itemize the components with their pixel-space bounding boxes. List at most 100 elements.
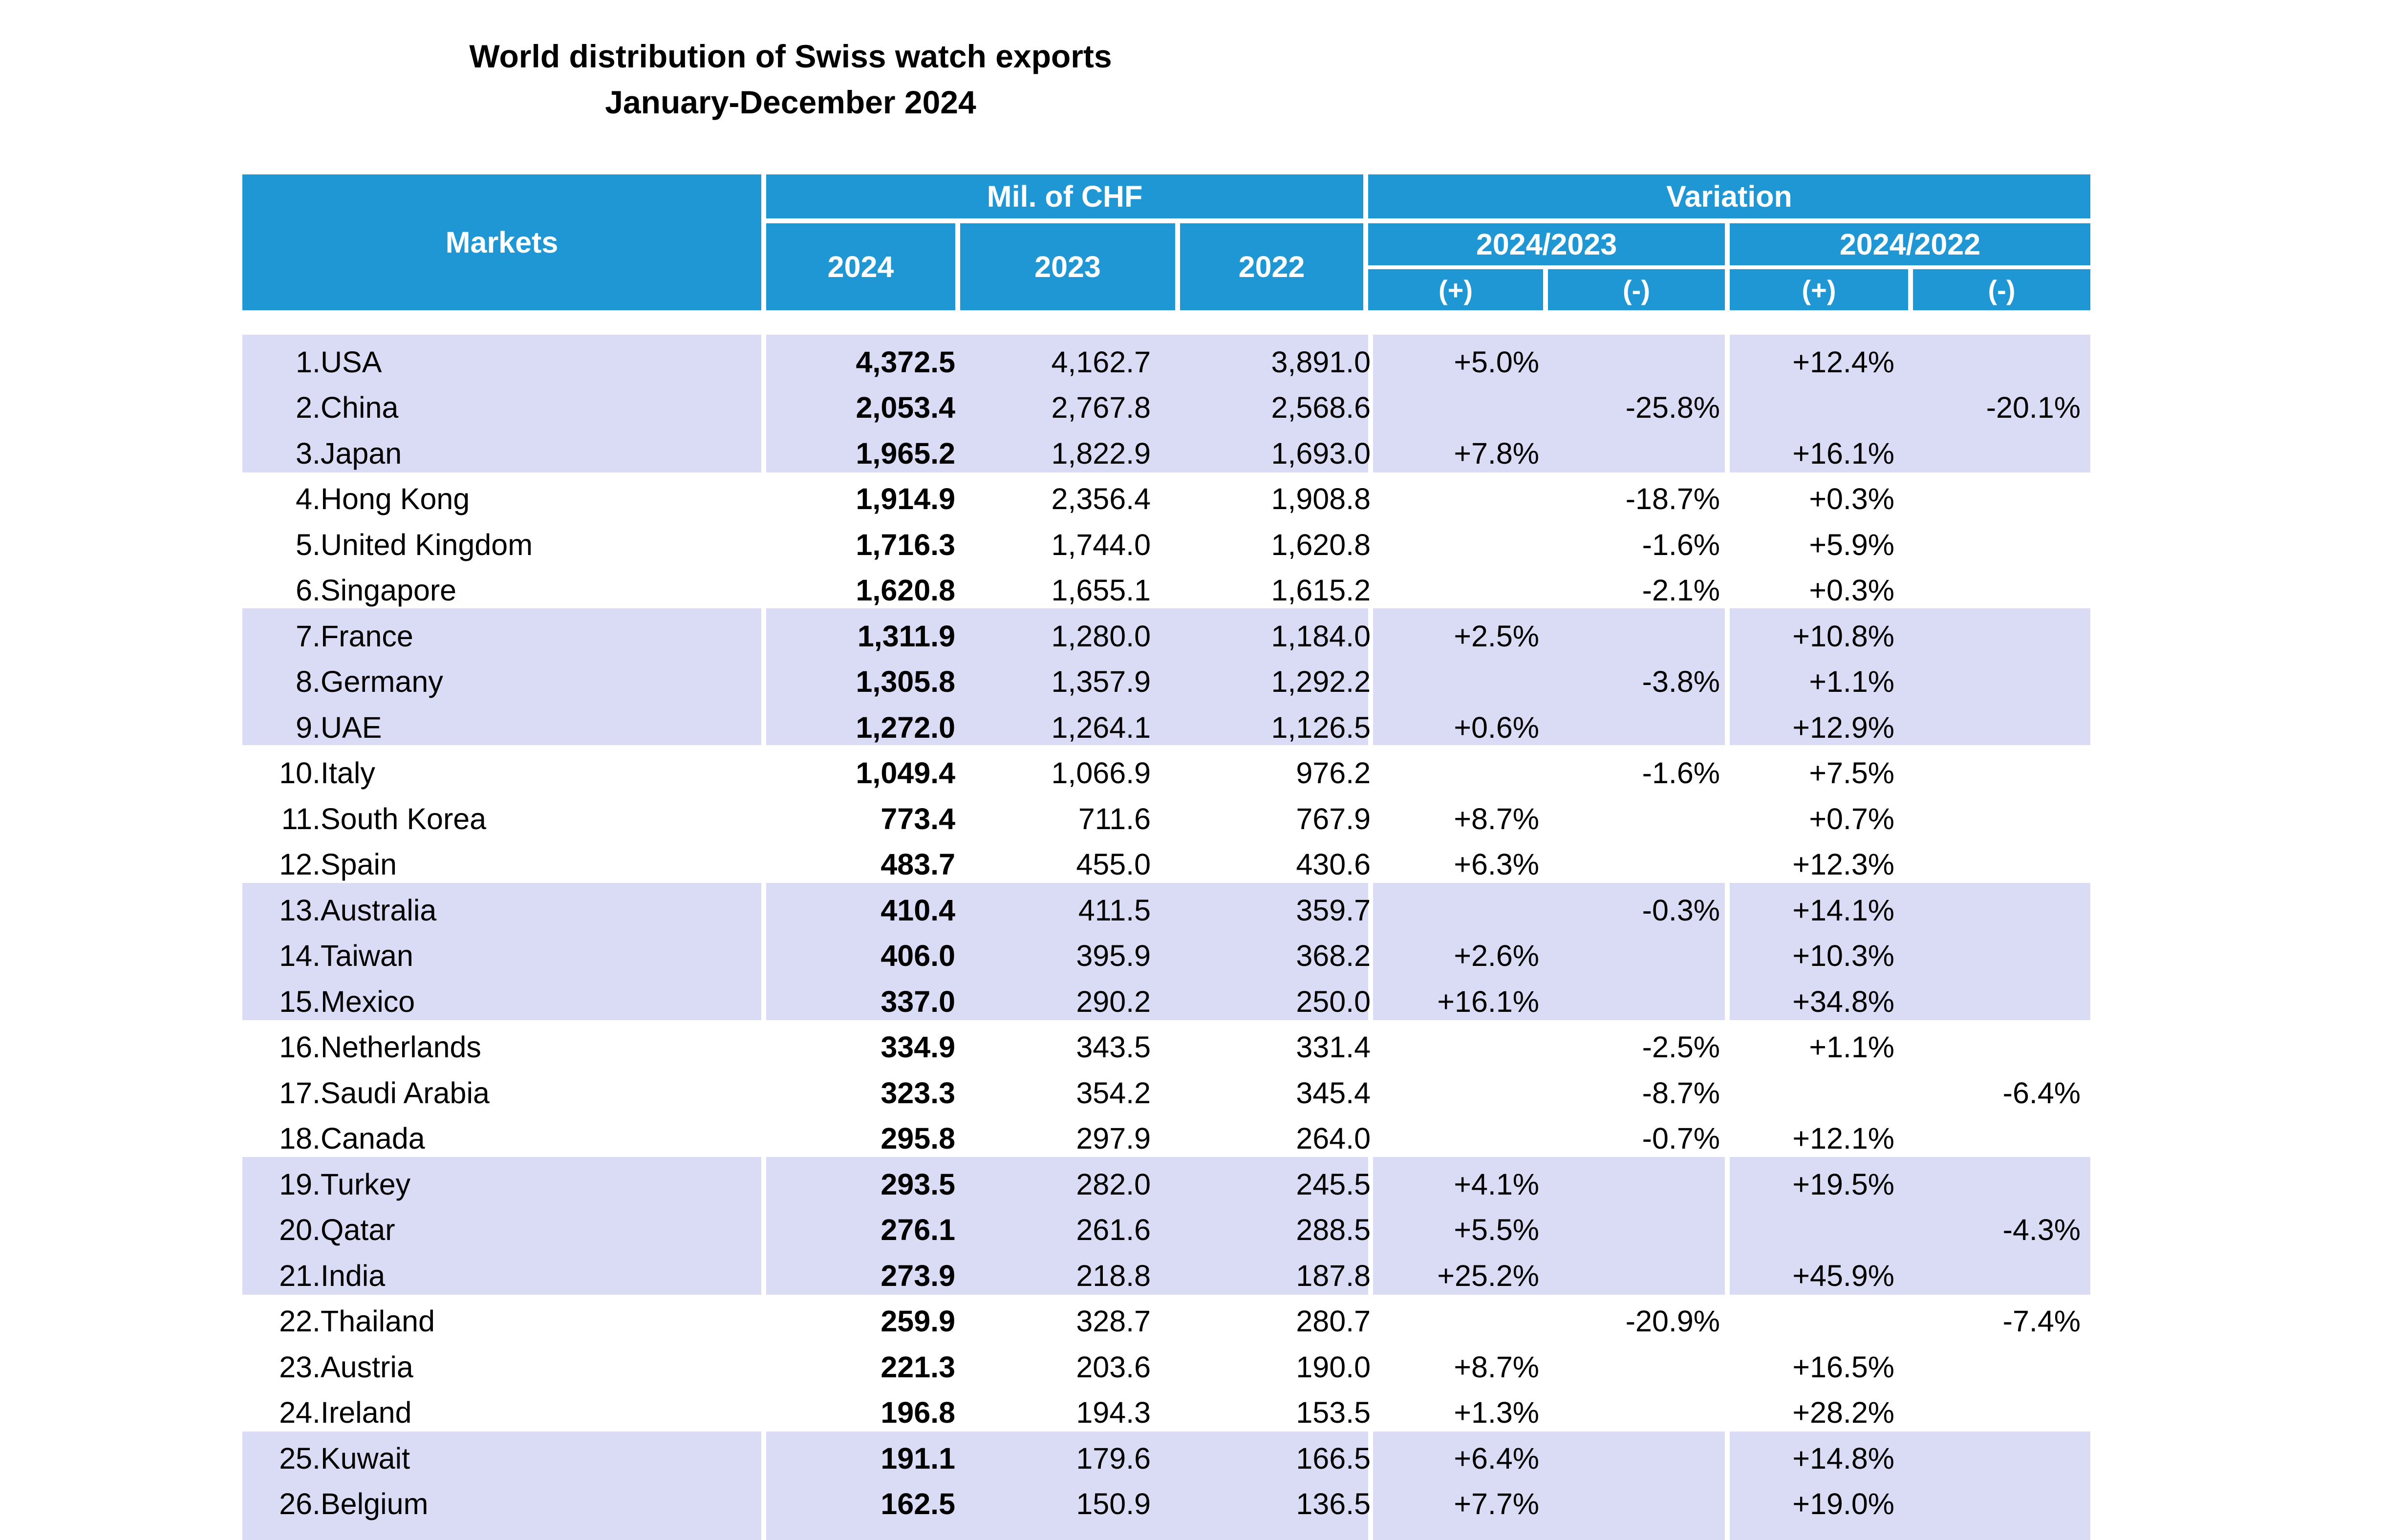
column-separator	[1725, 608, 1730, 745]
rank: 15.	[279, 985, 321, 1018]
market-name: Ireland	[321, 1396, 412, 1429]
table-row: 15. Mexico 337.0 290.2 250.0 +16.1% +34.…	[0, 979, 2406, 1025]
table-row: 21. India 273.9 218.8 187.8 +25.2% +45.9…	[0, 1253, 2406, 1299]
variation-2023-minus: -1.6%	[1642, 756, 1720, 790]
value-2023: 455.0	[1076, 848, 1151, 881]
value-2024: 1,272.0	[856, 711, 955, 744]
table-row: 8. Germany 1,305.8 1,357.9 1,292.2 -3.8%…	[0, 659, 2406, 705]
column-separator	[761, 883, 766, 1020]
market-name: France	[321, 620, 413, 653]
rank: 21.	[279, 1259, 321, 1292]
variation-2023-minus: -0.3%	[1642, 894, 1720, 927]
value-2023: 150.9	[1076, 1487, 1151, 1520]
value-2024: 2,053.4	[856, 391, 955, 424]
value-2024: 4,372.5	[856, 345, 955, 379]
variation-2022-plus: +12.9%	[1792, 711, 1894, 744]
variation-2022-plus: +12.4%	[1792, 345, 1894, 379]
value-2022: 3,891.0	[1271, 345, 1371, 379]
value-2022: 976.2	[1296, 756, 1371, 790]
table-row: 6. Singapore 1,620.8 1,655.1 1,615.2 -2.…	[0, 567, 2406, 613]
rank: 4.	[296, 482, 321, 515]
variation-2022-plus: +28.2%	[1792, 1396, 1894, 1429]
market-name: Austria	[321, 1350, 413, 1384]
variation-2023-minus: -2.5%	[1642, 1030, 1720, 1064]
table-row: 9. UAE 1,272.0 1,264.1 1,126.5 +0.6% +12…	[0, 705, 2406, 750]
market-name: Saudi Arabia	[321, 1076, 490, 1110]
variation-2022-plus: +45.9%	[1792, 1259, 1894, 1292]
market-name: Turkey	[321, 1168, 411, 1201]
variation-2022-plus: +10.8%	[1792, 620, 1894, 653]
table-row: 12. Spain 483.7 455.0 430.6 +6.3% +12.3%	[0, 841, 2406, 887]
variation-2022-plus: +14.8%	[1792, 1442, 1894, 1475]
value-2024: 196.8	[881, 1396, 955, 1429]
variation-2023-plus: +8.7%	[1454, 1350, 1539, 1384]
header-year-2023: 2023	[960, 223, 1175, 310]
rank: 8.	[296, 665, 321, 698]
variation-2022-minus: -20.1%	[1986, 391, 2081, 424]
rank: 26.	[279, 1487, 321, 1520]
variation-2023-plus: +25.2%	[1437, 1259, 1539, 1292]
value-2024: 334.9	[881, 1030, 955, 1064]
variation-2022-plus: +0.3%	[1809, 482, 1894, 515]
value-2024: 162.5	[881, 1487, 955, 1520]
rank: 11.	[281, 802, 321, 835]
variation-2023-plus: +6.3%	[1454, 848, 1539, 881]
column-separator	[1725, 883, 1730, 1020]
page-subtitle: January-December 2024	[605, 84, 976, 120]
value-2022: 359.7	[1296, 894, 1371, 927]
table-row: 19. Turkey 293.5 282.0 245.5 +4.1% +19.5…	[0, 1161, 2406, 1207]
variation-2023-minus: -0.7%	[1642, 1122, 1720, 1155]
market-name: Hong Kong	[321, 482, 470, 515]
value-2024: 276.1	[881, 1213, 955, 1246]
rank: 10.	[279, 756, 321, 790]
market-name: India	[321, 1259, 386, 1292]
value-2022: 1,620.8	[1271, 528, 1371, 561]
value-2024: 410.4	[881, 894, 955, 927]
table-row: 17. Saudi Arabia 323.3 354.2 345.4 -8.7%…	[0, 1070, 2406, 1116]
value-2024: 337.0	[881, 985, 955, 1018]
value-2022: 430.6	[1296, 848, 1371, 881]
band	[242, 608, 2090, 745]
market-name: Australia	[321, 894, 437, 927]
variation-2023-minus: -20.9%	[1625, 1305, 1720, 1338]
variation-2023-plus: +2.6%	[1454, 939, 1539, 972]
value-2022: 264.0	[1296, 1122, 1371, 1155]
column-separator	[1725, 335, 1730, 472]
variation-2022-plus: +1.1%	[1809, 1030, 1894, 1064]
band	[242, 335, 2090, 472]
variation-2022-plus: +10.3%	[1792, 939, 1894, 972]
value-2022: 331.4	[1296, 1030, 1371, 1064]
table-row: 2. China 2,053.4 2,767.8 2,568.6 -25.8% …	[0, 385, 2406, 430]
column-separator	[1725, 1157, 1730, 1295]
value-2022: 1,693.0	[1271, 437, 1371, 470]
column-separator	[1368, 883, 1373, 1020]
table-row: 7. France 1,311.9 1,280.0 1,184.0 +2.5% …	[0, 613, 2406, 659]
table-row: 23. Austria 221.3 203.6 190.0 +8.7% +16.…	[0, 1344, 2406, 1390]
market-name: South Korea	[321, 802, 487, 835]
table-row: 10. Italy 1,049.4 1,066.9 976.2 -1.6% +7…	[0, 750, 2406, 796]
value-2022: 345.4	[1296, 1076, 1371, 1110]
value-2023: 179.6	[1076, 1442, 1151, 1475]
value-2023: 343.5	[1076, 1030, 1151, 1064]
variation-2022-plus: +12.1%	[1792, 1122, 1894, 1155]
value-2024: 1,311.9	[857, 620, 955, 653]
rank: 17.	[279, 1076, 321, 1110]
variation-2022-plus: +19.0%	[1792, 1487, 1894, 1520]
header-markets: Markets	[242, 174, 761, 310]
value-2023: 290.2	[1076, 985, 1151, 1018]
column-separator	[1368, 335, 1373, 472]
value-2023: 328.7	[1076, 1305, 1151, 1338]
variation-2023-plus: +6.4%	[1454, 1442, 1539, 1475]
value-2023: 1,357.9	[1051, 665, 1151, 698]
value-2022: 250.0	[1296, 985, 1371, 1018]
header-mil-chf: Mil. of CHF	[766, 174, 1363, 218]
value-2023: 711.6	[1078, 802, 1151, 835]
market-name: Italy	[321, 756, 375, 790]
value-2023: 1,655.1	[1051, 574, 1151, 607]
table-row: 13. Australia 410.4 411.5 359.7 -0.3% +1…	[0, 887, 2406, 933]
value-2023: 1,822.9	[1051, 437, 1151, 470]
table-row: 22. Thailand 259.9 328.7 280.7 -20.9% -7…	[0, 1298, 2406, 1344]
variation-2023-plus: +16.1%	[1437, 985, 1539, 1018]
variation-2022-plus: +19.5%	[1792, 1168, 1894, 1201]
column-separator	[1368, 1432, 1373, 1540]
